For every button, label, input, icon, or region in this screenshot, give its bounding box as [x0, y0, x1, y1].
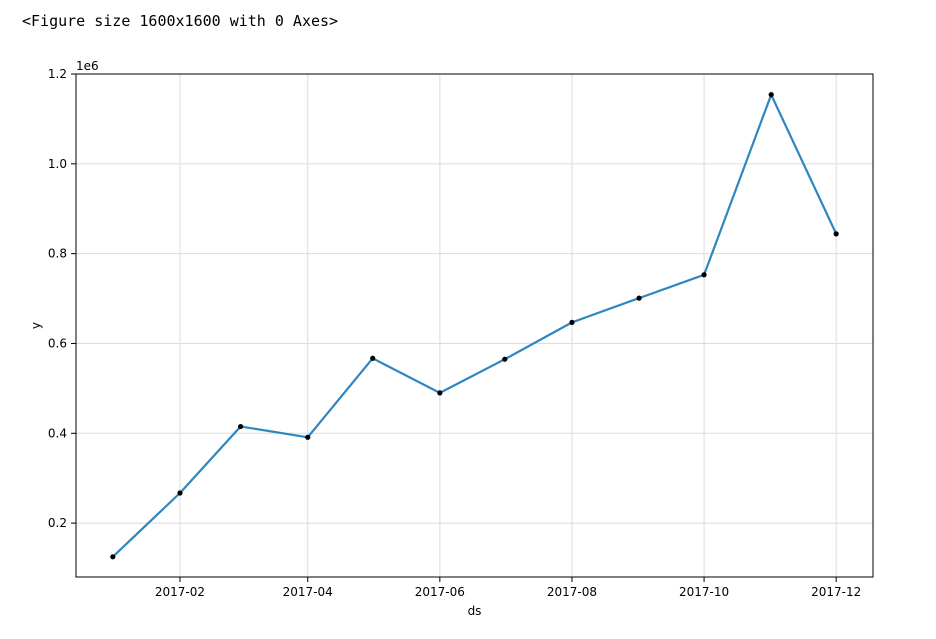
data-point [833, 231, 839, 237]
data-point [110, 554, 116, 560]
grid-lines [76, 73, 873, 577]
data-point [502, 356, 508, 362]
cell-output-text: <Figure size 1600x1600 with 0 Axes> [22, 12, 339, 30]
y-tick-label: 0.8 [48, 247, 67, 261]
series-line [112, 93, 838, 558]
y-tick-label: 0.2 [48, 516, 67, 530]
x-tick-label: 2017-12 [811, 585, 861, 599]
data-point [370, 355, 376, 361]
x-tick-label: 2017-10 [679, 585, 729, 599]
x-tick-label: 2017-02 [155, 585, 205, 599]
x-tick-label: 2017-06 [415, 585, 465, 599]
y-offset-label: 1e6 [76, 59, 99, 73]
data-point [177, 490, 183, 496]
x-axis-label: ds [468, 604, 482, 618]
y-tick-label: 0.4 [48, 426, 67, 440]
data-point [437, 390, 443, 396]
y-tick-label: 1.0 [48, 157, 67, 171]
series-group [110, 92, 839, 560]
data-point [305, 434, 311, 440]
x-tick-label: 2017-04 [283, 585, 333, 599]
data-point [701, 272, 707, 278]
data-point [237, 423, 244, 430]
data-point [636, 295, 642, 301]
axis-ticks: 2017-02 2017-04 2017-06 2017-08 2017-10 2017-… [48, 67, 861, 599]
x-tick-label: 2017-08 [547, 585, 597, 599]
y-tick-label: 1.2 [48, 67, 67, 81]
y-axis-label: y [29, 322, 43, 329]
y-tick-label: 0.6 [48, 336, 67, 350]
plot-frame [75, 73, 874, 578]
data-point [768, 92, 774, 98]
data-point [569, 319, 575, 325]
